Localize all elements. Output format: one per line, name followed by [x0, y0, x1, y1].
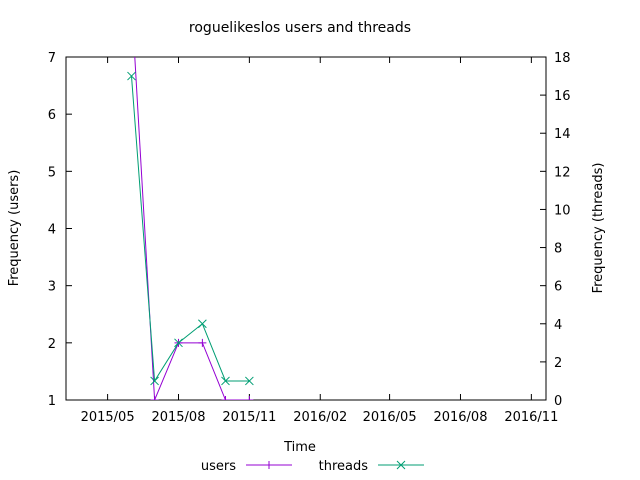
legend-marker-threads — [396, 460, 406, 470]
data-point-threads — [198, 319, 207, 329]
x-tick-label: 2015/08 — [151, 410, 205, 425]
x-tick-label: 2016/05 — [363, 410, 417, 425]
data-point-users — [221, 396, 230, 400]
data-point-threads — [127, 71, 136, 81]
y-right-tick-label: 4 — [554, 318, 562, 333]
x-tick-label: 2016/02 — [293, 410, 347, 425]
series-line-users — [134, 57, 250, 400]
data-point-users — [245, 396, 254, 400]
y-left-tick-label: 4 — [48, 223, 56, 238]
y-right-tick-label: 18 — [554, 51, 571, 66]
series-line-threads — [130, 76, 250, 383]
x-axis-title: Time — [283, 440, 316, 455]
series-threads — [127, 71, 254, 386]
y-left-tick-label: 1 — [48, 394, 56, 409]
y-right-tick-label: 6 — [554, 280, 562, 295]
x-tick-label: 2016/08 — [433, 410, 487, 425]
y-axis-right-title: Frequency (threads) — [591, 163, 606, 294]
data-point-threads — [245, 376, 254, 386]
x-tick-label: 2015/05 — [81, 410, 135, 425]
legend-marker-users — [265, 461, 273, 469]
series-users — [127, 0, 254, 400]
data-point-users — [127, 0, 135, 4]
y-right-tick-label: 14 — [554, 127, 571, 142]
y-right-tick-label: 0 — [554, 394, 562, 409]
y-right-tick-label: 12 — [554, 165, 571, 180]
data-point-threads — [174, 338, 183, 348]
data-point-threads — [221, 376, 230, 386]
y-left-tick-label: 2 — [48, 337, 56, 352]
x-tick-label: 2016/11 — [504, 410, 558, 425]
legend: users threads — [201, 459, 424, 474]
right-axis: 0 2 4 6 8 10 12 14 16 18 — [540, 51, 571, 409]
y-left-tick-label: 7 — [48, 51, 56, 66]
y-left-tick-label: 5 — [48, 165, 56, 180]
data-point-users — [150, 396, 159, 400]
x-tick-label: 2015/11 — [222, 410, 276, 425]
left-axis: 1 2 3 4 5 6 7 — [48, 51, 72, 409]
y-right-tick-label: 2 — [554, 356, 562, 371]
y-left-tick-label: 3 — [48, 280, 56, 295]
series-layer — [127, 0, 254, 400]
legend-label-threads: threads — [319, 459, 369, 474]
x-axis: 2015/05 2015/08 2015/11 2016/02 2016/05 2016/… — [81, 57, 558, 425]
y-axis-left-title: Frequency (users) — [7, 170, 22, 287]
data-point-users — [198, 338, 207, 347]
y-right-tick-label: 8 — [554, 242, 562, 257]
y-right-tick-label: 16 — [554, 89, 571, 104]
y-left-tick-label: 6 — [48, 108, 56, 123]
data-point-threads — [150, 376, 159, 386]
legend-label-users: users — [201, 459, 236, 474]
y-right-tick-label: 10 — [554, 203, 571, 218]
chart-title: roguelikeslos users and threads — [189, 20, 411, 36]
